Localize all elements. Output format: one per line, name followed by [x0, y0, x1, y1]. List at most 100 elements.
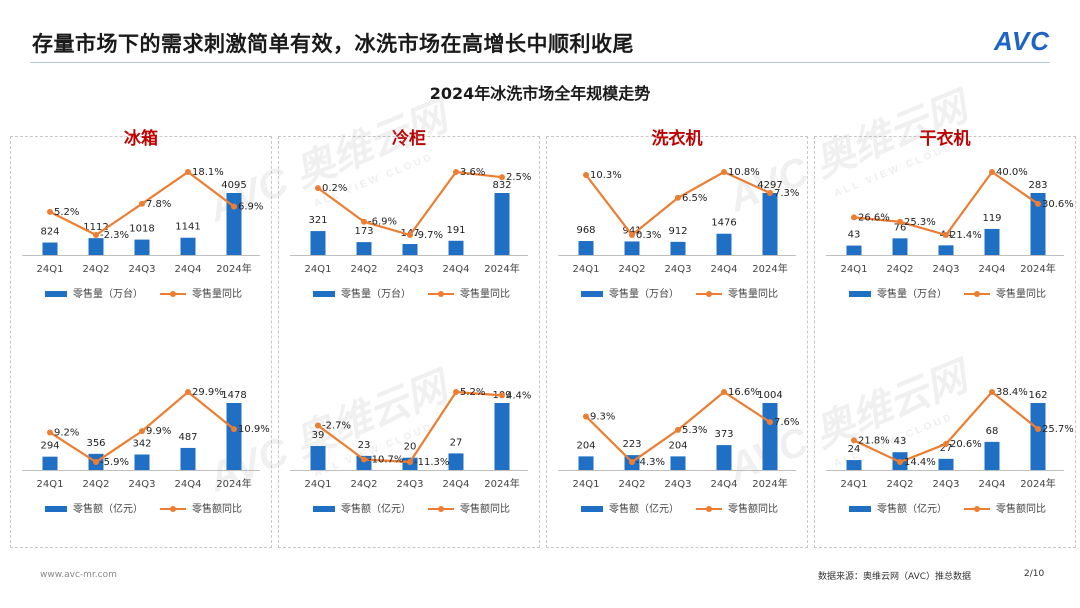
yoy-label: 14.4% [904, 457, 936, 468]
yoy-point [629, 459, 635, 465]
bar-label: 342 [132, 438, 151, 449]
bar [180, 447, 196, 470]
bar [670, 456, 686, 470]
yoy-point [47, 208, 53, 215]
yoy-label: 9.9% [146, 426, 171, 437]
bar-label: 1018 [129, 224, 154, 235]
yoy-point [499, 392, 505, 399]
yoy-label: 5.3% [682, 425, 707, 436]
yoy-point [851, 437, 857, 444]
yoy-label: 10.3% [590, 170, 622, 181]
bar-label: 1476 [711, 218, 736, 229]
bar-label: 321 [308, 215, 327, 226]
legend-line-label: 零售量同比 [728, 287, 778, 300]
panel-title-freezer: 冷柜 [392, 129, 426, 149]
bar-label: 204 [576, 440, 595, 451]
bar [716, 233, 732, 255]
x-tick-label: 2024年 [216, 262, 251, 275]
x-tick-label: 24Q1 [305, 479, 332, 490]
x-tick-label: 24Q4 [175, 264, 202, 275]
yoy-label: -11.3% [414, 457, 449, 468]
yoy-label: 5.2% [460, 387, 485, 398]
x-tick-label: 24Q2 [351, 479, 378, 490]
bar-label: 1112 [83, 222, 108, 233]
legend-bar-label: 零售额（亿元） [609, 502, 679, 515]
x-tick-label: 24Q1 [573, 479, 600, 490]
yoy-point [943, 440, 949, 447]
yoy-point [675, 426, 681, 433]
yoy-point [721, 389, 727, 395]
bar [494, 193, 510, 255]
yoy-point [767, 190, 773, 196]
bar-label: 4095 [221, 180, 246, 191]
yoy-point [851, 214, 857, 221]
yoy-label: 25.3% [904, 217, 936, 228]
bar [578, 241, 594, 255]
yoy-point [499, 174, 505, 181]
x-tick-label: 2024年 [1020, 477, 1055, 490]
legend-bar-swatch [849, 291, 871, 297]
x-tick-label: 24Q4 [443, 264, 470, 275]
x-tick-label: 24Q1 [37, 479, 64, 490]
bar-label: 294 [40, 441, 59, 452]
bar-label: 24 [848, 444, 861, 455]
legend-line-marker [706, 291, 712, 297]
x-tick-label: 24Q2 [619, 479, 646, 490]
yoy-point [315, 185, 321, 192]
legend-line-label: 零售量同比 [460, 287, 510, 300]
yoy-label: 6.9% [238, 202, 263, 213]
yoy-label: 38.4% [996, 387, 1028, 398]
x-tick-label: 2024年 [484, 477, 519, 490]
yoy-point [721, 169, 727, 175]
legend-bar-label: 零售量（万台） [609, 287, 679, 300]
legend-bar-swatch [581, 506, 603, 512]
legend-bar-swatch [45, 506, 67, 512]
yoy-label: 7.6% [774, 417, 799, 428]
bar [1030, 193, 1046, 255]
bar-label: 4297 [757, 180, 782, 191]
legend-line-label: 零售量同比 [996, 287, 1046, 300]
yoy-label: -5.9% [100, 457, 129, 468]
x-tick-label: 24Q4 [175, 479, 202, 490]
bar-label: 23 [358, 440, 371, 451]
bar [938, 245, 954, 255]
bar-label: 1004 [757, 390, 782, 401]
x-tick-label: 2024年 [1020, 262, 1055, 275]
panel-freezer [278, 136, 540, 548]
page-title: 存量市场下的需求刺激简单有效，冰洗市场在高增长中顺利收尾 [32, 32, 634, 56]
bar-label: 162 [1028, 390, 1047, 401]
yoy-label: 9.3% [590, 411, 615, 422]
yoy-label: 7.3% [774, 188, 799, 199]
legend-bar-swatch [849, 506, 871, 512]
bar-label: 487 [178, 432, 197, 443]
legend-bar-label: 零售额（亿元） [341, 502, 411, 515]
legend-line-marker [974, 291, 980, 297]
legend-line-marker [438, 291, 444, 297]
data-source-note: 数据来源：奥维云网（AVC）推总数据 [818, 572, 972, 582]
yoy-label: 26.6% [858, 212, 890, 223]
yoy-label: 6.5% [682, 193, 707, 204]
x-tick-label: 24Q1 [37, 264, 64, 275]
bar-label: 20 [404, 442, 417, 453]
legend-bar-label: 零售量（万台） [877, 287, 947, 300]
yoy-label: 9.2% [54, 427, 79, 438]
bar-label: 968 [576, 225, 595, 236]
yoy-point [407, 459, 413, 465]
yoy-point [185, 389, 191, 395]
yoy-label: 16.6% [728, 387, 760, 398]
bar [494, 403, 510, 470]
yoy-line [853, 170, 1039, 237]
legend-bar-swatch [313, 506, 335, 512]
yoy-point [93, 232, 99, 238]
legend-bar-swatch [313, 291, 335, 297]
yoy-label: 25.7% [1042, 424, 1074, 435]
x-tick-label: 2024年 [216, 477, 251, 490]
x-tick-label: 24Q4 [979, 479, 1006, 490]
avc-logo: AVC [994, 26, 1050, 56]
yoy-point [675, 194, 681, 201]
x-tick-label: 2024年 [484, 262, 519, 275]
bar-label: 27 [450, 437, 463, 448]
yoy-label: 21.4% [950, 230, 982, 241]
bar-label: 76 [894, 222, 907, 233]
yoy-point [315, 422, 321, 429]
